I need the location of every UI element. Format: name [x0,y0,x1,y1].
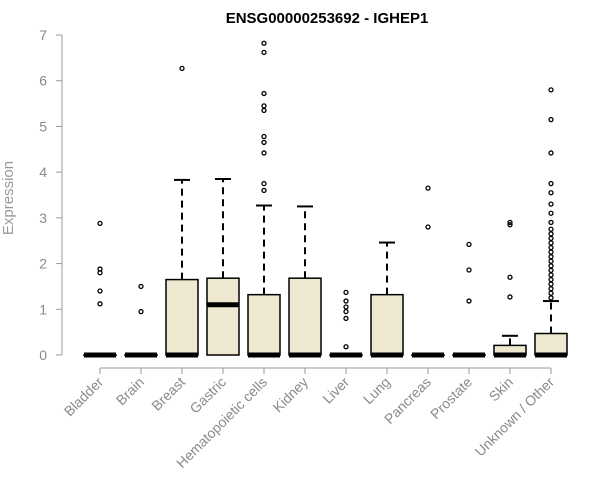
outlier-point [466,241,472,248]
iqr-box [534,332,568,356]
y-axis-label: Expression [0,161,17,235]
box-group [411,185,445,358]
outlier-point [343,298,349,304]
box-group [288,205,322,358]
iqr-box [165,278,199,356]
box-group [247,40,281,358]
x-tick-label: Skin [486,374,517,405]
outlier-point [548,240,554,246]
outlier-point [179,65,185,72]
outlier-point [343,315,349,322]
outlier-point [343,304,349,310]
outlier-point [548,258,554,264]
outlier-point [261,139,267,146]
outlier-point [97,220,103,226]
outlier-point [466,298,472,304]
x-tick-label: Prostate [427,374,475,422]
y-tick-label: 7 [39,27,47,43]
outlier-point [548,263,554,269]
outlier-point [138,308,144,315]
outlier-point [261,103,267,109]
box-group [452,241,486,358]
iqr-box [206,277,240,356]
outlier-point [261,180,267,187]
outlier-point [261,150,267,156]
outlier-point [548,201,554,207]
outlier-point [507,294,513,300]
y-tick-label: 0 [39,347,47,363]
box-group [83,220,117,358]
box-group [493,219,527,358]
outlier-point [261,187,267,194]
box-group [124,283,158,358]
outlier-point [548,276,554,283]
outlier-point [548,295,554,301]
outlier-point [548,244,554,251]
x-tick-label: Liver [319,374,352,407]
outlier-point [261,49,267,56]
outlier-point [466,267,472,273]
box-group [329,289,363,358]
box-group [165,65,199,358]
box-group [206,178,240,356]
outlier-point [343,308,349,315]
y-tick-label: 3 [39,210,47,226]
outlier-point [97,288,103,294]
outlier-point [507,274,513,280]
outlier-point [548,249,554,255]
iqr-box [288,277,322,356]
y-tick-label: 4 [39,164,47,180]
outlier-point [548,235,554,242]
box-group [534,87,568,358]
outlier-point [261,133,267,140]
y-tick-label: 5 [39,118,47,134]
outlier-point [343,344,349,350]
outlier-point [97,301,103,307]
outlier-point [261,107,267,114]
box-series [83,40,568,358]
outlier-point [548,231,554,237]
outlier-point [425,185,431,191]
outlier-point [548,254,554,260]
outlier-point [548,226,554,232]
outlier-point [548,281,554,287]
outlier-point [548,210,554,216]
outlier-point [548,87,554,93]
outlier-point [97,266,103,272]
x-tick-label: Bladder [61,374,107,420]
outlier-point [138,283,144,290]
outlier-point [548,290,554,296]
outlier-point [343,289,349,296]
outlier-point [507,222,513,228]
outlier-point [548,180,554,187]
outlier-point [507,219,513,226]
outlier-point [261,40,267,46]
x-tick-label: Breast [148,374,188,414]
outlier-point [548,150,554,156]
iqr-box [247,293,281,356]
x-tick-label: Kidney [270,374,312,416]
x-tick-label: Brain [113,374,147,408]
outlier-point [261,90,267,97]
outlier-point [548,286,554,292]
outlier-point [548,219,554,226]
iqr-box [370,293,404,356]
outlier-point [548,116,554,123]
outlier-point [548,272,554,278]
box-group [370,241,404,358]
outlier-point [548,267,554,274]
y-tick-label: 6 [39,73,47,89]
y-tick-label: 2 [39,256,47,272]
x-tick-label: Lung [360,374,393,407]
outlier-point [548,190,554,196]
chart-title: ENSG00000253692 - IGHEP1 [226,10,429,27]
y-tick-label: 1 [39,301,47,317]
outlier-point [425,224,431,230]
